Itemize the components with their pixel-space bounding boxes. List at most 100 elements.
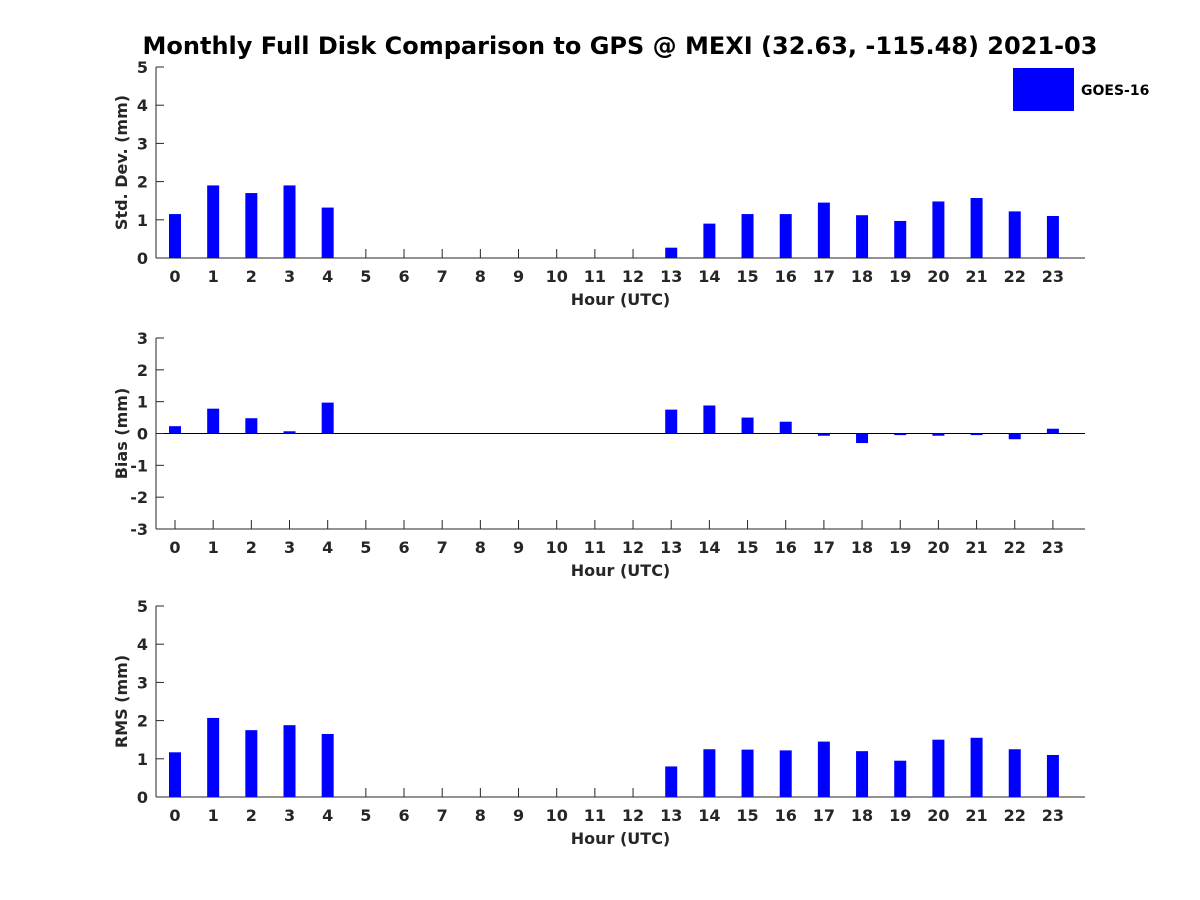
bar-hour-20 [932,201,945,258]
x-tick-label: 19 [889,267,911,286]
bar-hour-19 [894,220,907,258]
bar-hour-18 [856,215,869,258]
x-tick-label: 21 [965,806,987,825]
y-axis-label: RMS (mm) [112,655,131,748]
y-tick-label: 1 [137,211,148,230]
bar-hour-22 [1008,433,1021,440]
bar-hour-13 [665,409,678,434]
y-tick-label: 4 [137,635,148,654]
x-tick-label: 0 [169,538,180,557]
y-tick-label: 2 [137,173,148,192]
x-tick-label: 15 [736,538,758,557]
y-tick-label: 4 [137,96,148,115]
y-tick-label: 2 [137,712,148,731]
bar-hour-4 [321,733,334,797]
legend: GOES-16 [1013,68,1149,111]
x-tick-label: 19 [889,806,911,825]
bar-hour-2 [245,418,258,434]
x-tick-label: 3 [284,267,295,286]
bar-hour-18 [856,751,869,797]
bar-hour-2 [245,730,258,797]
bar-hour-14 [703,405,716,434]
x-tick-label: 17 [813,538,835,557]
bar-hour-15 [741,417,754,434]
x-tick-label: 12 [622,806,644,825]
bar-hour-3 [283,431,296,434]
y-tick-label: 0 [137,788,148,807]
x-tick-label: 12 [622,267,644,286]
x-tick-label: 18 [851,267,873,286]
x-tick-label: 23 [1042,806,1064,825]
bar-hour-19 [894,760,907,797]
x-tick-label: 1 [208,538,219,557]
x-tick-label: 20 [927,806,949,825]
bar-hour-14 [703,749,716,797]
x-tick-label: 2 [246,267,257,286]
x-tick-label: 6 [398,267,409,286]
figure-title: Monthly Full Disk Comparison to GPS @ ME… [143,32,1098,60]
x-tick-label: 22 [1004,806,1026,825]
x-tick-label: 5 [360,538,371,557]
bar-hour-0 [169,214,181,258]
bar-hour-21 [970,198,983,258]
y-tick-label: 0 [137,425,148,444]
x-tick-label: 17 [813,806,835,825]
bar-hour-4 [321,207,334,258]
y-tick-label: 5 [137,597,148,616]
bar-hour-17 [817,433,830,436]
x-tick-label: 19 [889,538,911,557]
bar-hour-4 [321,402,334,434]
x-tick-label: 17 [813,267,835,286]
x-axis-label: Hour (UTC) [571,290,671,309]
x-tick-label: 4 [322,806,333,825]
bar-hour-23 [1046,215,1059,258]
bar-hour-16 [779,421,792,434]
bar-hour-3 [283,185,296,258]
bar-hour-17 [817,741,830,797]
x-tick-label: 9 [513,267,524,286]
y-axis-label: Bias (mm) [112,388,131,480]
x-tick-label: 11 [584,806,606,825]
x-tick-label: 4 [322,538,333,557]
bar-hour-22 [1008,749,1021,797]
y-tick-label: 0 [137,249,148,268]
y-tick-label: -2 [130,488,148,507]
bar-hour-16 [779,750,792,797]
bar-hour-15 [741,214,754,258]
x-tick-label: 5 [360,806,371,825]
x-tick-label: 1 [208,267,219,286]
bar-hour-13 [665,766,678,797]
x-tick-label: 1 [208,806,219,825]
x-tick-label: 14 [698,538,720,557]
bar-hour-1 [207,185,220,258]
x-tick-label: 20 [927,538,949,557]
bar-hour-3 [283,725,296,797]
x-tick-label: 22 [1004,538,1026,557]
x-tick-label: 22 [1004,267,1026,286]
x-tick-label: 13 [660,806,682,825]
bar-hour-0 [169,426,181,434]
x-tick-label: 21 [965,538,987,557]
x-tick-label: 11 [584,538,606,557]
bar-hour-16 [779,214,792,258]
x-tick-label: 7 [437,806,448,825]
bar-hour-13 [665,247,678,258]
x-tick-label: 14 [698,267,720,286]
bar-hour-18 [856,433,869,444]
x-tick-label: 8 [475,806,486,825]
legend-swatch [1013,68,1074,111]
x-tick-label: 0 [169,806,180,825]
bar-hour-0 [169,752,181,797]
y-tick-label: 3 [137,329,148,348]
x-tick-label: 23 [1042,538,1064,557]
x-tick-label: 10 [546,806,568,825]
bar-hour-2 [245,193,258,258]
bar-hour-23 [1046,428,1059,434]
y-axis-label: Std. Dev. (mm) [112,95,131,230]
x-tick-label: 3 [284,806,295,825]
x-tick-label: 5 [360,267,371,286]
x-tick-label: 8 [475,267,486,286]
y-tick-label: 1 [137,750,148,769]
